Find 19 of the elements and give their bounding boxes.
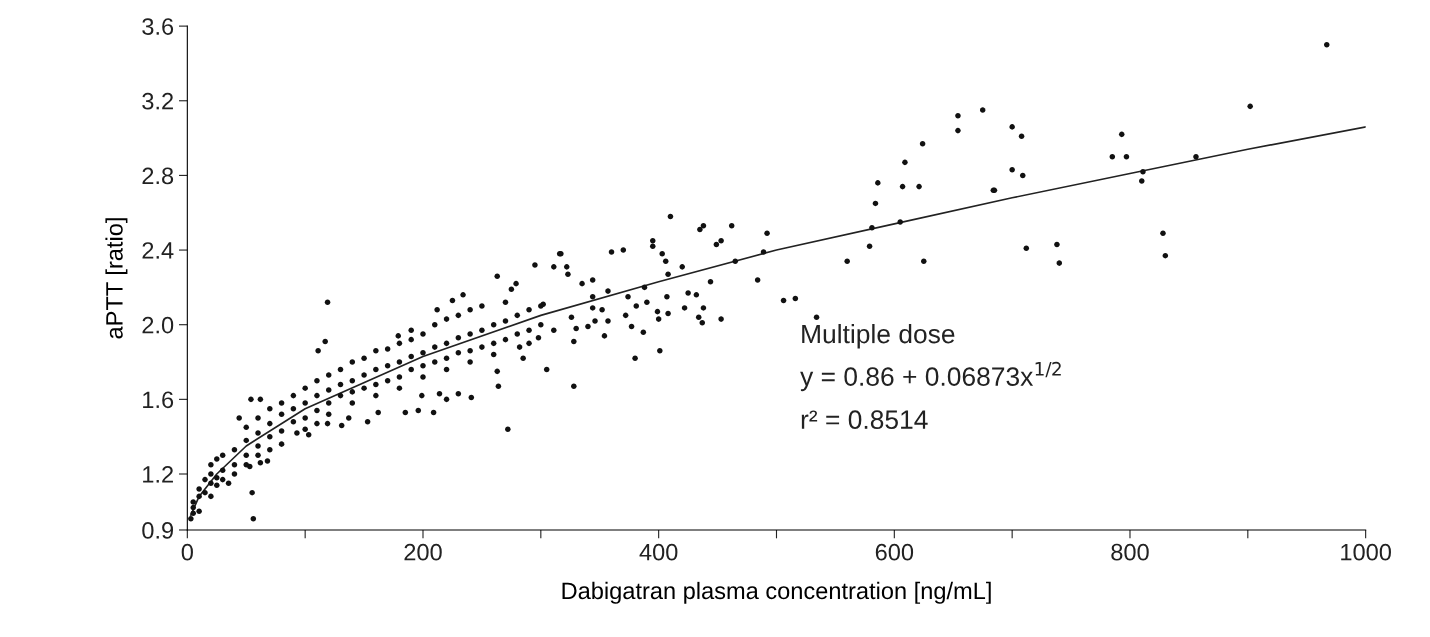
annotation: Multiple dose [802, 323, 955, 349]
x-tick-label: 600 [875, 543, 914, 561]
y-tick-label: 0.9 [142, 522, 174, 539]
y-tick-label: 2.4 [142, 242, 174, 259]
y-tick-label: 2.0 [142, 316, 174, 334]
x-tick-label: 200 [404, 543, 442, 561]
x-tick-label: 1000 [1341, 543, 1391, 561]
x-axis-title: Dabigatran plasma concentration [ng/mL] [562, 581, 991, 604]
x-tick-label: 800 [1111, 543, 1149, 561]
y-tick-label: 1.2 [143, 466, 173, 483]
y-tick-label: 3.6 [142, 18, 174, 35]
y-tick-label: 3.2 [142, 92, 173, 110]
y-tick-label: 2.8 [142, 167, 174, 185]
y-axis-title: aPTT [ratio] [105, 218, 128, 339]
x-tick-label: 0 [181, 543, 193, 561]
x-tick-label: 400 [639, 543, 678, 561]
annotation: y = 0.86 + 0.06873x$^{1/2}$ [800, 361, 1061, 392]
annotation: r² = 0.8514 [801, 410, 928, 430]
y-tick-label: 1.6 [143, 391, 174, 409]
